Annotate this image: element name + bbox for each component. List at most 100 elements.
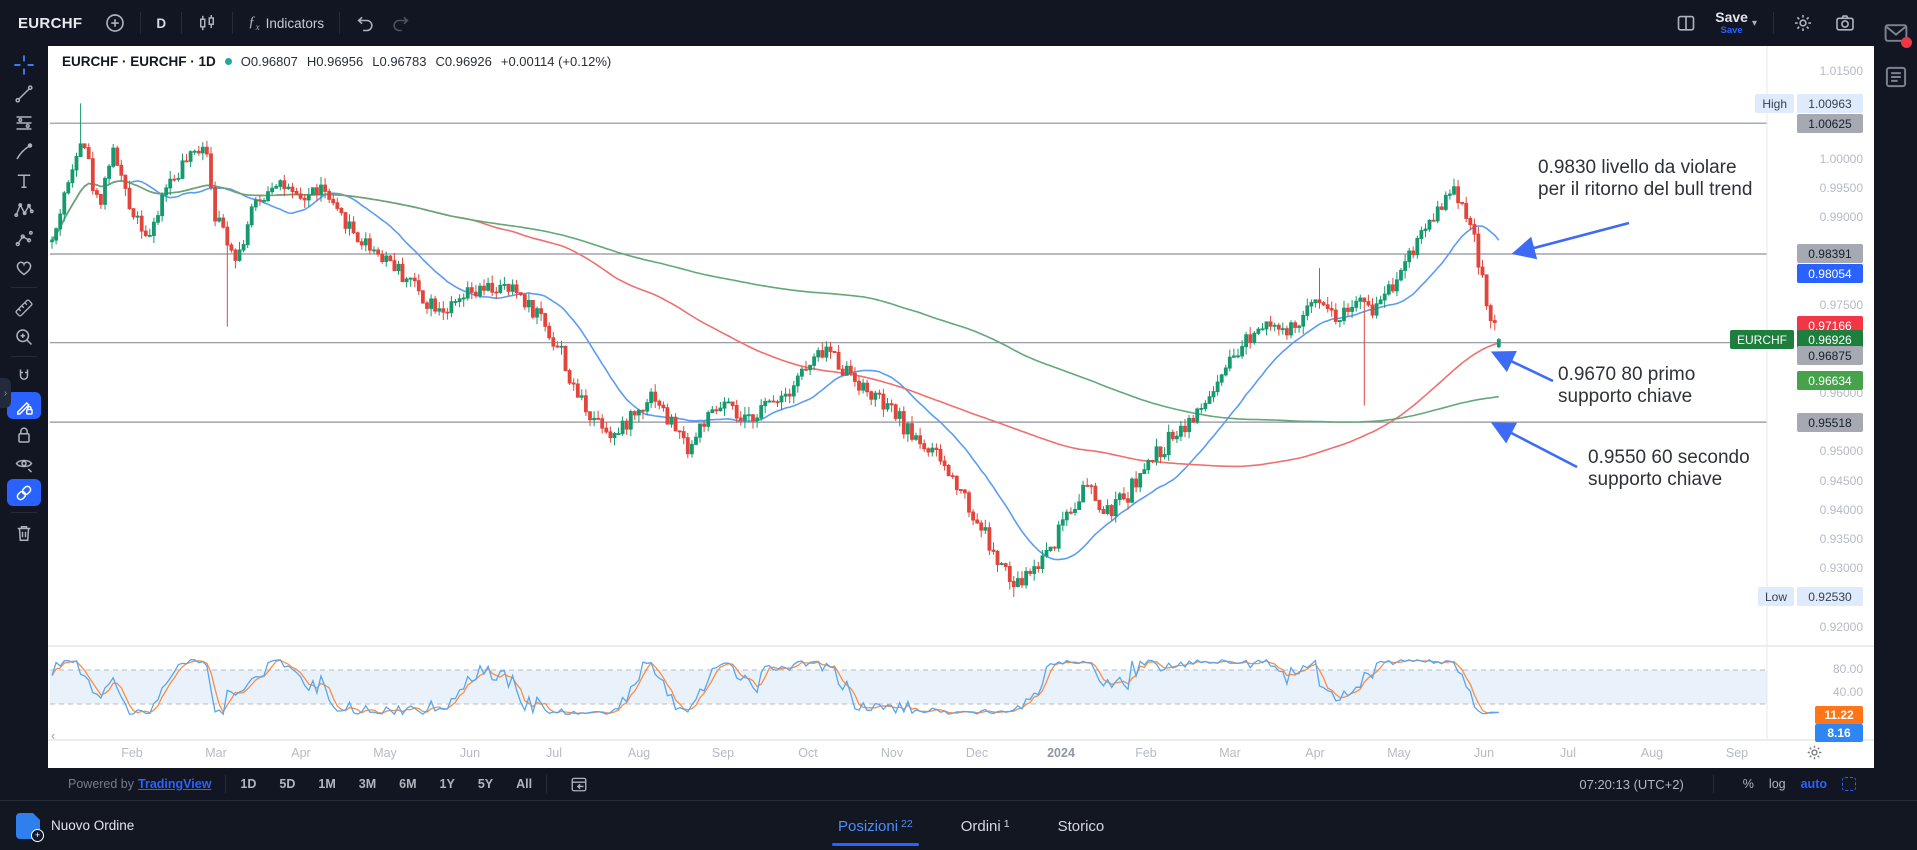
time-axis-settings-button[interactable] (1806, 744, 1823, 761)
symbol-button[interactable]: EURCHF (18, 14, 83, 32)
hide-drawings-button[interactable] (7, 450, 41, 477)
new-order-button[interactable]: + Nuovo Ordine (16, 801, 134, 850)
forecast-tool-button[interactable] (7, 225, 41, 252)
time-axis-label[interactable]: Feb (1135, 746, 1157, 760)
emoji-tool-button[interactable] (7, 254, 41, 281)
right-notification-rail (1874, 0, 1917, 800)
compare-add-button[interactable] (96, 6, 134, 40)
time-axis-label[interactable]: Aug (627, 746, 651, 760)
save-button[interactable]: Save Save ▾ (1709, 10, 1763, 36)
time-axis-label[interactable]: Apr (291, 746, 311, 760)
time-axis-label[interactable]: Jun (1473, 746, 1495, 760)
tab-ordini[interactable]: Ordini 1 (961, 801, 1010, 850)
time-axis-label[interactable]: Sep (711, 746, 735, 760)
range-button-6M[interactable]: 6M (399, 777, 417, 791)
xabcd-pattern-tool-button[interactable] (7, 196, 41, 223)
annotation-arrow[interactable] (1490, 422, 1578, 469)
brush-tool-button[interactable] (7, 138, 41, 165)
trend-line-tool-button[interactable] (7, 80, 41, 107)
interval-button[interactable]: D (156, 15, 167, 31)
legend-symbol-title[interactable]: EURCHF · EURCHF · 1D (62, 54, 216, 69)
remove-drawings-button[interactable] (7, 519, 41, 546)
time-axis-label[interactable]: Oct (798, 746, 818, 760)
chart-legend[interactable]: EURCHF · EURCHF · 1D O0.96807 H0.96956 L… (62, 54, 611, 69)
snapshot-button[interactable] (1826, 6, 1864, 40)
save-status-label: Save (1720, 25, 1743, 37)
legend-high-value: H0.96956 (306, 54, 364, 69)
date-range-buttons: 1D 5D 1M 3M 6M 1Y 5Y All (240, 777, 532, 791)
tradingview-link[interactable]: TradingView (138, 777, 212, 791)
indicators-button[interactable]: ƒx Indicators (239, 6, 333, 40)
time-axis-label[interactable]: Mar (205, 746, 227, 760)
annotation-arrow[interactable] (1490, 350, 1554, 383)
undo-button[interactable] (346, 6, 383, 40)
range-button-1M[interactable]: 1M (318, 777, 336, 791)
forecast-icon (15, 230, 33, 246)
time-axis-label[interactable]: Jun (459, 746, 481, 760)
magnet-mode-button[interactable] (7, 363, 41, 390)
time-axis-label[interactable]: Aug (1640, 746, 1664, 760)
range-button-5D[interactable]: 5D (279, 777, 296, 791)
sync-drawings-button[interactable] (7, 479, 41, 506)
log-scale-toggle[interactable]: log (1768, 777, 1786, 791)
time-axis-label[interactable]: Apr (1305, 746, 1325, 760)
lock-drawings-button[interactable] (7, 421, 41, 448)
time-axis-label[interactable]: Nov (880, 746, 904, 760)
moving-average-100-line[interactable] (51, 180, 1500, 468)
time-axis-label[interactable]: Sep (1725, 746, 1749, 760)
go-to-date-button[interactable] (561, 772, 597, 796)
annotation-arrow[interactable] (1511, 221, 1630, 260)
settings-button[interactable] (1784, 6, 1822, 40)
price-badge: 0.92530 (1797, 587, 1863, 606)
time-axis-label[interactable]: Jul (546, 746, 562, 760)
brush-icon (16, 142, 33, 159)
auto-fit-icon[interactable] (1842, 777, 1856, 791)
stochastic-k-line (51, 658, 1499, 716)
time-axis-label[interactable]: Dec (965, 746, 989, 760)
plus-circle-icon (106, 14, 125, 32)
indicator-pane-collapse-button[interactable]: ‹ (51, 728, 56, 743)
time-axis-label[interactable]: 2024 (1047, 746, 1075, 760)
price-badge: 0.95518 (1797, 413, 1863, 432)
annotation-line: 0.9550 60 secondo (1588, 447, 1750, 468)
moving-average-20-line[interactable] (51, 180, 1500, 561)
measure-tool-button[interactable] (7, 294, 41, 321)
percent-scale-toggle[interactable]: % (1742, 777, 1754, 791)
time-axis-label[interactable]: May (1387, 746, 1411, 760)
drawing-mode-lock-button[interactable] (7, 392, 41, 419)
annotation-line: per il ritorno del bull trend (1538, 179, 1753, 201)
range-button-1Y[interactable]: 1Y (439, 777, 455, 791)
auto-scale-toggle[interactable]: auto (1800, 777, 1827, 791)
session-clock[interactable]: 07:20:13 (UTC+2) (1579, 776, 1684, 792)
crosshair-tool-button[interactable] (7, 51, 41, 78)
fib-retracement-tool-button[interactable] (7, 109, 41, 136)
fx-icon: ƒx (248, 14, 260, 32)
range-button-5Y[interactable]: 5Y (477, 777, 494, 791)
zoom-in-tool-button[interactable] (7, 323, 41, 350)
annotation-first-support-note[interactable]: 0.9670 80 primo supporto chiave (1558, 364, 1695, 408)
candlestick-chart-canvas[interactable] (48, 46, 1874, 768)
chart-area[interactable]: EURCHF · EURCHF · 1D O0.96807 H0.96956 L… (47, 45, 1875, 769)
watchlist-drawer-handle[interactable]: › (0, 378, 11, 408)
ruler-icon (15, 298, 33, 317)
annotation-resistance-note[interactable]: 0.9830 livello da violare per il ritorno… (1538, 157, 1752, 201)
time-axis-label[interactable]: Jul (1560, 746, 1576, 760)
chart-style-button[interactable] (188, 6, 226, 40)
magnifier-plus-icon (16, 328, 33, 345)
range-button-1D[interactable]: 1D (240, 777, 257, 791)
annotation-second-support-note[interactable]: 0.9550 60 secondo supporto chiave (1588, 447, 1750, 491)
range-button-All[interactable]: All (516, 777, 533, 791)
price-badge: 0.98391 (1797, 244, 1863, 263)
tab-posizioni[interactable]: Posizioni 22 (832, 801, 919, 850)
time-axis-label[interactable]: Feb (121, 746, 143, 760)
range-button-3M[interactable]: 3M (358, 777, 377, 791)
text-tool-button[interactable] (7, 167, 41, 194)
time-axis-label[interactable]: May (373, 746, 397, 760)
inbox-button[interactable] (1883, 20, 1912, 48)
redo-button[interactable] (383, 6, 420, 40)
tab-storico[interactable]: Storico (1058, 801, 1108, 850)
time-axis-label[interactable]: Mar (1219, 746, 1241, 760)
news-button[interactable] (1883, 64, 1909, 90)
moving-average-200-line[interactable] (51, 180, 1499, 423)
layout-button[interactable] (1667, 6, 1705, 40)
